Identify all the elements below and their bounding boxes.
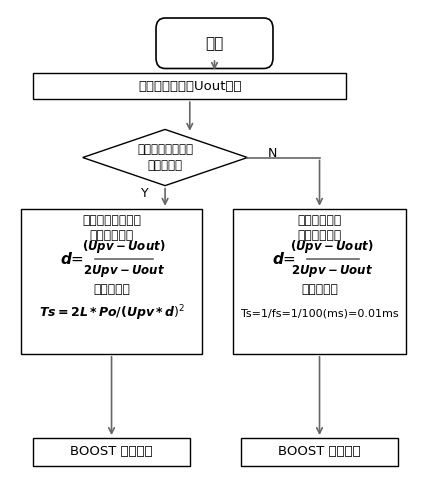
Text: N: N	[267, 147, 277, 160]
Text: $\boldsymbol{(Upv-Uout)}$: $\boldsymbol{(Upv-Uout)}$	[82, 238, 166, 255]
Bar	[33, 73, 346, 99]
Text: BOOST 升压电路: BOOST 升压电路	[278, 445, 361, 458]
Text: $\boldsymbol{Ts=2L*Po/(Upv*d)^{2}}$: $\boldsymbol{Ts=2L*Po/(Upv*d)^{2}}$	[39, 304, 184, 323]
Text: 开关周期：: 开关周期：	[301, 283, 338, 296]
Bar	[233, 209, 406, 354]
Text: 开关占空比：: 开关占空比：	[89, 229, 134, 243]
Text: $\boldsymbol{d}$=: $\boldsymbol{d}$=	[272, 250, 296, 267]
Text: $\boldsymbol{d}$=: $\boldsymbol{d}$=	[60, 250, 85, 267]
Text: Ts=1/fs=1/100(ms)=0.01ms: Ts=1/fs=1/100(ms)=0.01ms	[241, 309, 399, 318]
Text: 开关占空比：: 开关占空比：	[297, 229, 341, 243]
Text: $\boldsymbol{(Upv-Uout)}$: $\boldsymbol{(Upv-Uout)}$	[290, 238, 374, 255]
Text: 要快充吗？: 要快充吗？	[148, 159, 183, 172]
Text: 磷酸铁锂蓄电池需: 磷酸铁锂蓄电池需	[137, 143, 193, 156]
Polygon shape	[83, 129, 248, 186]
Text: 电路功率控制输出: 电路功率控制输出	[82, 214, 141, 227]
Text: $\boldsymbol{2Upv-Uout}$: $\boldsymbol{2Upv-Uout}$	[291, 262, 373, 279]
Bar	[21, 209, 202, 354]
Text: $\boldsymbol{2Upv-Uout}$: $\boldsymbol{2Upv-Uout}$	[83, 262, 165, 279]
Bar	[241, 438, 398, 466]
Text: 恒压控制输出: 恒压控制输出	[297, 214, 341, 227]
Text: 开关周期：: 开关周期：	[93, 283, 130, 296]
Text: Y: Y	[141, 187, 148, 200]
Text: BOOST 升压电路: BOOST 升压电路	[70, 445, 153, 458]
Text: 磷酸铁锂蓄电池Uout检测: 磷酸铁锂蓄电池Uout检测	[138, 79, 242, 93]
FancyBboxPatch shape	[156, 18, 273, 68]
Text: 开始: 开始	[205, 36, 224, 51]
Bar	[33, 438, 190, 466]
